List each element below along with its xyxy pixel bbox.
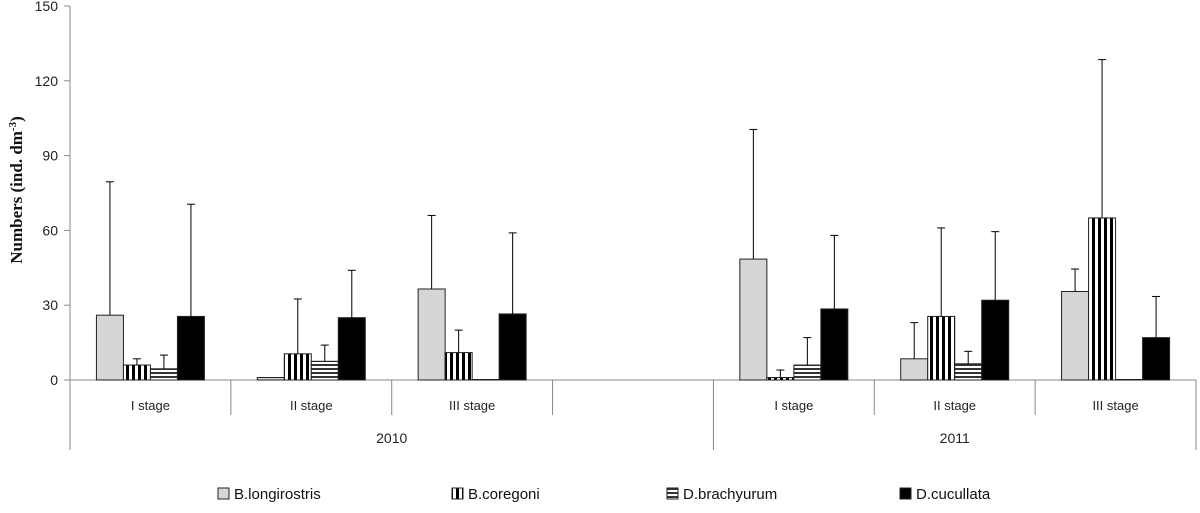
error-bars <box>105 59 1161 378</box>
bar-d-brachyurum-1 <box>310 360 339 381</box>
bar-b-longirostris-0 <box>95 314 124 381</box>
category-label: I stage <box>131 398 170 413</box>
category-labels: I stage II stage III stage 2010 I stage II st… <box>131 398 1139 446</box>
bar-b-longirostris-5 <box>900 358 929 381</box>
legend-swatch <box>217 487 230 500</box>
bar-d-cucullata-1 <box>337 317 366 381</box>
y-tick-label: 120 <box>35 73 59 89</box>
bar-b-coregoni-6 <box>1088 217 1117 381</box>
bar-b-coregoni-4 <box>766 377 795 381</box>
group-label: 2011 <box>940 430 970 446</box>
legend: B.longirostris B.coregoni D.brachyurum D.cu… <box>217 486 991 503</box>
category-label: II stage <box>290 398 333 413</box>
bars <box>95 217 1171 381</box>
category-label: III stage <box>1092 398 1138 413</box>
y-tick-label: 60 <box>42 222 58 238</box>
legend-swatch <box>451 487 464 500</box>
legend-swatch <box>666 487 679 500</box>
bar-b-longirostris-1 <box>256 377 285 381</box>
bar-d-cucullata-0 <box>176 315 205 381</box>
bar-b-coregoni-5 <box>927 315 956 381</box>
bar-b-longirostris-6 <box>1061 290 1090 381</box>
y-tick-label: 30 <box>42 297 58 313</box>
bar-b-longirostris-4 <box>739 258 768 381</box>
bar-d-brachyurum-5 <box>954 363 983 381</box>
bar-d-cucullata-4 <box>820 308 849 381</box>
legend-label: B.longirostris <box>234 486 321 503</box>
legend-label: D.brachyurum <box>683 486 777 503</box>
y-tick-label: 150 <box>35 0 59 14</box>
legend-label: D.cucullata <box>916 486 991 503</box>
legend-swatch <box>899 487 912 500</box>
bar-d-brachyurum-4 <box>793 364 822 381</box>
bar-d-brachyurum-6 <box>1115 379 1144 381</box>
bar-b-coregoni-2 <box>444 352 473 381</box>
bar-b-coregoni-0 <box>122 364 151 381</box>
y-axis-label: Numbers (ind. dm-3) <box>7 116 26 264</box>
legend-label: B.coregoni <box>468 486 540 503</box>
category-label: III stage <box>449 398 495 413</box>
bar-d-cucullata-2 <box>498 313 527 381</box>
bar-d-brachyurum-0 <box>149 368 178 381</box>
bar-d-cucullata-5 <box>981 299 1010 381</box>
category-label: II stage <box>933 398 976 413</box>
bar-b-coregoni-1 <box>283 353 312 381</box>
y-tick-label: 90 <box>42 148 58 164</box>
y-tick-label: 0 <box>50 372 58 388</box>
category-label: I stage <box>774 398 813 413</box>
bar-b-longirostris-2 <box>417 288 446 381</box>
bar-d-cucullata-6 <box>1142 337 1171 381</box>
axes: 0 30 60 90 120 150 <box>35 0 1197 450</box>
bar-d-brachyurum-2 <box>471 379 500 381</box>
group-label: 2010 <box>376 430 407 446</box>
